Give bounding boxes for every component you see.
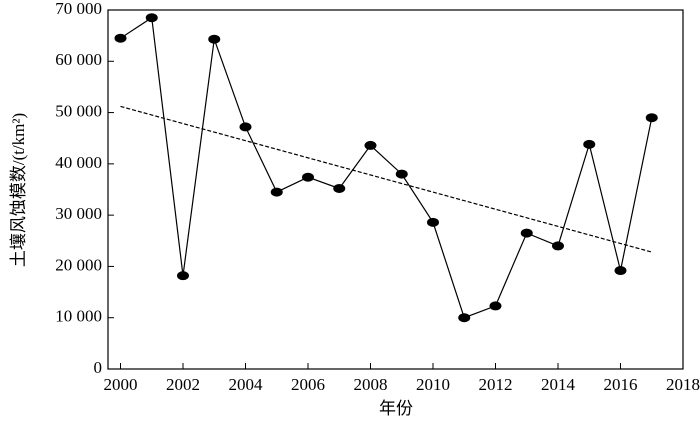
data-point bbox=[302, 172, 314, 182]
x-tick-label: 2018 bbox=[666, 375, 700, 394]
data-point bbox=[114, 33, 127, 43]
data-point bbox=[427, 217, 439, 227]
y-tick-label: 70 000 bbox=[55, 0, 102, 18]
data-point bbox=[645, 113, 658, 123]
data-point bbox=[270, 187, 283, 197]
data-point bbox=[239, 122, 252, 132]
x-tick-label: 2002 bbox=[166, 375, 200, 394]
y-tick-label: 0 bbox=[94, 358, 103, 377]
data-point bbox=[552, 241, 564, 251]
x-tick-label: 2016 bbox=[604, 375, 638, 394]
plot-frame bbox=[107, 9, 684, 370]
data-point bbox=[395, 169, 408, 179]
data-point bbox=[177, 271, 189, 281]
y-tick-label: 10 000 bbox=[55, 307, 102, 326]
x-tick-label: 2014 bbox=[541, 375, 576, 394]
data-point bbox=[583, 139, 596, 149]
x-tick-label: 2012 bbox=[479, 375, 513, 394]
trend-line bbox=[120, 105, 652, 253]
y-axis-label: 土壤风蚀模数/(t/km²) bbox=[8, 113, 28, 267]
data-point bbox=[458, 313, 471, 323]
data-point bbox=[364, 140, 377, 150]
x-tick-label: 2008 bbox=[354, 375, 388, 394]
y-tick-label: 40 000 bbox=[55, 153, 102, 172]
data-point bbox=[145, 13, 158, 23]
data-point bbox=[520, 228, 533, 238]
y-tick-label: 60 000 bbox=[55, 50, 102, 69]
y-tick-label: 20 000 bbox=[55, 255, 102, 274]
data-point bbox=[333, 183, 346, 193]
series-line bbox=[120, 16, 653, 319]
data-point bbox=[614, 266, 627, 276]
x-tick-label: 2004 bbox=[229, 375, 264, 394]
x-tick-label: 2010 bbox=[416, 375, 450, 394]
y-tick-label: 30 000 bbox=[55, 204, 102, 223]
x-axis-label: 年份 bbox=[379, 399, 413, 418]
x-tick-label: 2000 bbox=[104, 375, 138, 394]
data-point bbox=[208, 34, 221, 44]
data-point bbox=[489, 301, 502, 311]
y-tick-label: 50 000 bbox=[55, 101, 102, 120]
x-tick-label: 2006 bbox=[291, 375, 325, 394]
